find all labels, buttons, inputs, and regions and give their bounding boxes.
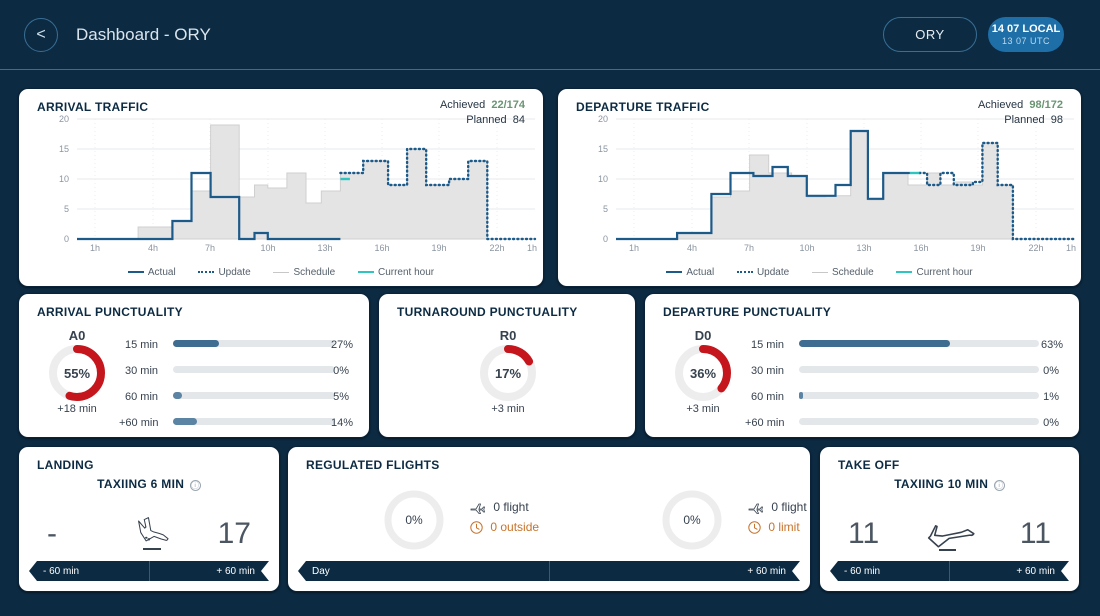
svg-text:10: 10 [598, 174, 608, 184]
svg-text:1h: 1h [90, 243, 100, 253]
svg-text:0%: 0% [683, 513, 701, 527]
svg-text:22h: 22h [489, 243, 504, 253]
svg-text:5: 5 [603, 204, 608, 214]
svg-text:+3 min: +3 min [491, 403, 524, 415]
svg-text:A0: A0 [69, 328, 86, 343]
svg-text:36%: 36% [690, 366, 716, 381]
svg-text:5: 5 [64, 204, 69, 214]
svg-text:13h: 13h [856, 243, 871, 253]
svg-text:4h: 4h [687, 243, 697, 253]
svg-text:10: 10 [59, 174, 69, 184]
svg-text:13h: 13h [317, 243, 332, 253]
svg-text:10h: 10h [799, 243, 814, 253]
svg-text:+18 min: +18 min [57, 403, 96, 415]
svg-text:D0: D0 [695, 328, 712, 343]
svg-text:10h: 10h [260, 243, 275, 253]
svg-text:1h: 1h [629, 243, 639, 253]
svg-text:16h: 16h [913, 243, 928, 253]
svg-text:19h: 19h [431, 243, 446, 253]
svg-text:15: 15 [59, 144, 69, 154]
svg-text:15: 15 [598, 144, 608, 154]
svg-text:20: 20 [59, 114, 69, 124]
svg-text:R0: R0 [500, 328, 517, 343]
svg-text:4h: 4h [148, 243, 158, 253]
svg-text:0: 0 [603, 234, 608, 244]
svg-text:7h: 7h [205, 243, 215, 253]
svg-text:+3 min: +3 min [686, 403, 719, 415]
svg-text:19h: 19h [970, 243, 985, 253]
svg-text:22h: 22h [1028, 243, 1043, 253]
svg-text:55%: 55% [64, 366, 90, 381]
svg-text:20: 20 [598, 114, 608, 124]
svg-text:17%: 17% [495, 366, 521, 381]
svg-text:0%: 0% [405, 513, 423, 527]
svg-text:0: 0 [64, 234, 69, 244]
svg-text:16h: 16h [374, 243, 389, 253]
svg-text:7h: 7h [744, 243, 754, 253]
svg-text:1h: 1h [1066, 243, 1076, 253]
svg-text:1h: 1h [527, 243, 537, 253]
